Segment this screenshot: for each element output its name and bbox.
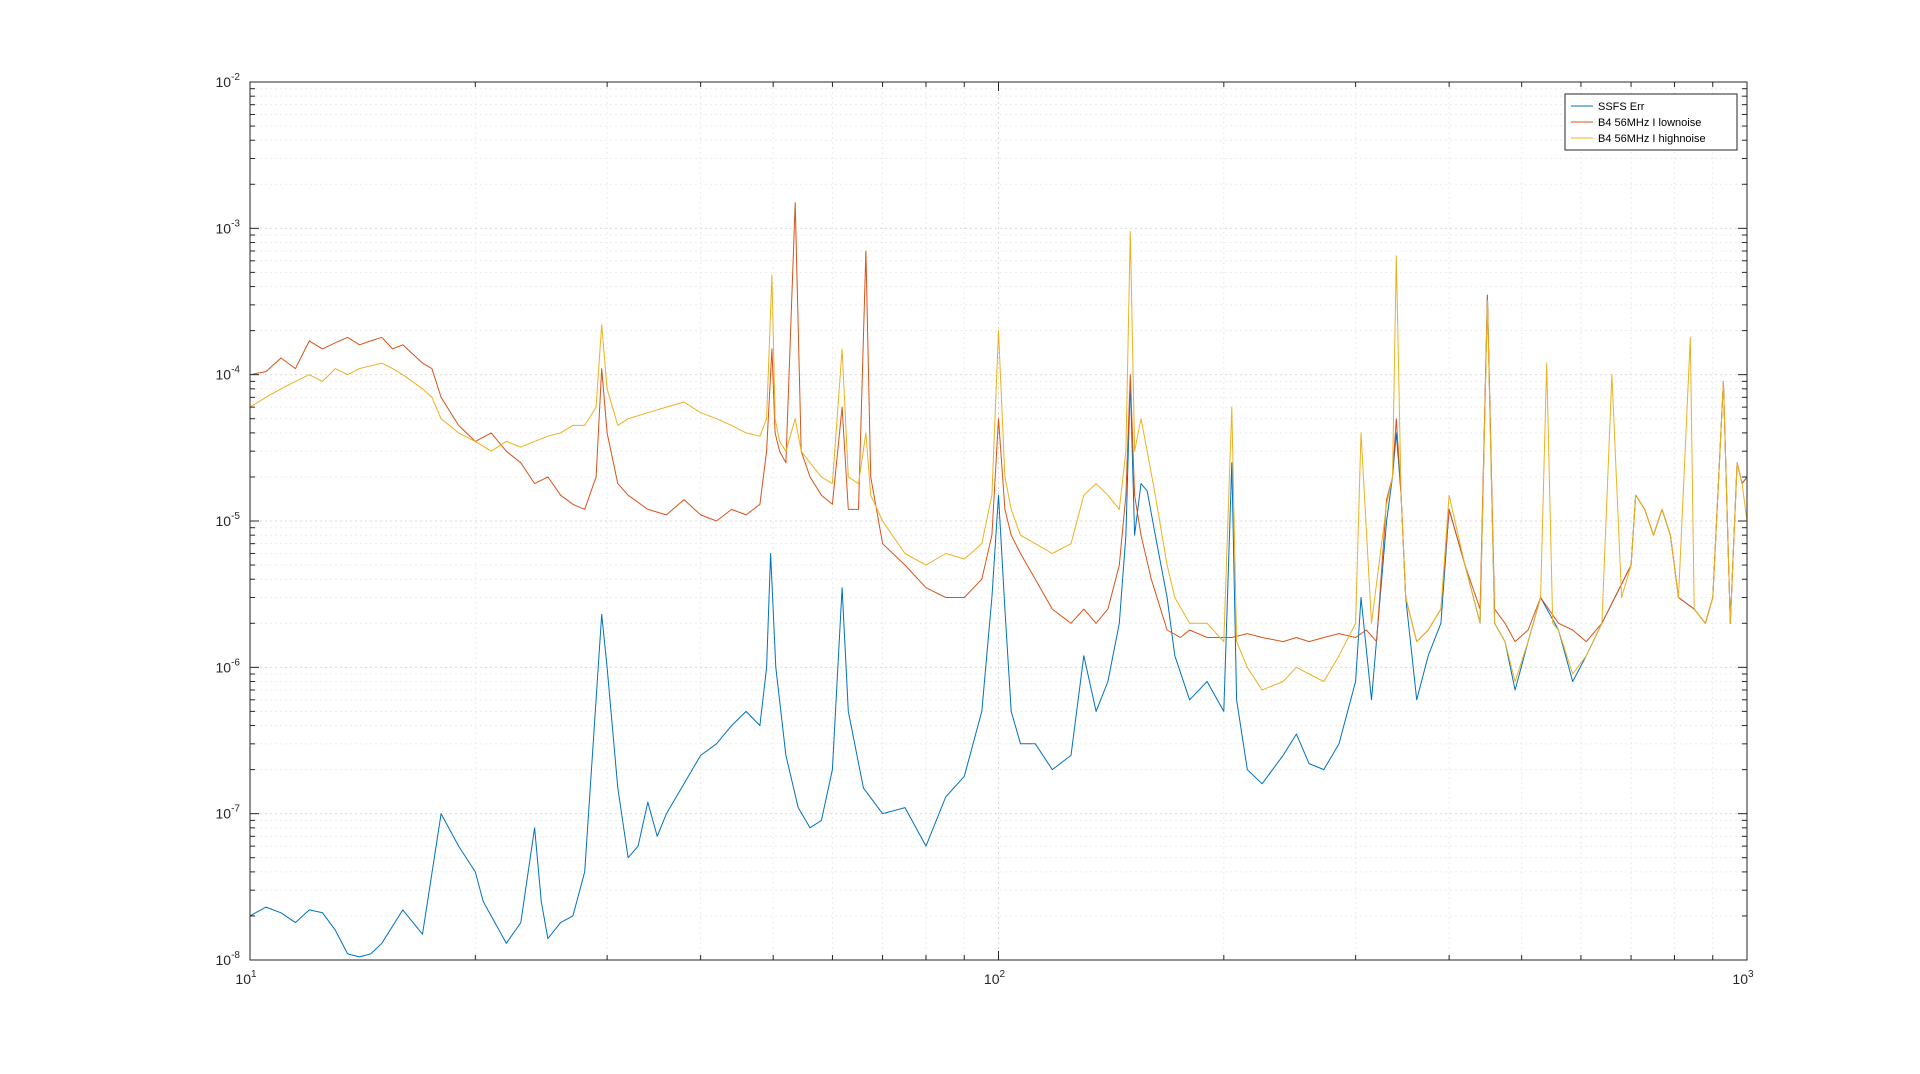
x-tick-label: 101 xyxy=(235,969,257,987)
ticks xyxy=(249,82,1747,961)
x-tick-labels: 101 102 103 xyxy=(235,969,1754,987)
y-tick-labels: 10-810-710-610-510-410-310-2 xyxy=(216,72,241,968)
y-tick-label: 10-8 xyxy=(216,950,241,968)
legend-box xyxy=(1564,93,1738,151)
legend-label: B4 56MHz I highnoise xyxy=(1598,133,1706,145)
grid xyxy=(250,82,1747,960)
y-tick-label: 10-6 xyxy=(216,657,241,675)
x-tick-label-base: 10 xyxy=(984,971,1000,987)
y-tick-label-base: 10 xyxy=(216,513,232,529)
x-tick-label-exponent: 3 xyxy=(1748,969,1754,980)
y-tick-label: 10-5 xyxy=(216,511,241,529)
x-tick-label: 102 xyxy=(984,969,1006,987)
y-tick-label: 10-4 xyxy=(216,365,241,383)
y-tick-label-base: 10 xyxy=(216,220,232,236)
y-tick-label-base: 10 xyxy=(216,74,232,90)
y-tick-label-exponent: -3 xyxy=(231,218,240,229)
y-tick-label-exponent: -8 xyxy=(231,950,240,961)
y-tick-label-exponent: -6 xyxy=(231,657,240,668)
series-line-1 xyxy=(249,294,1748,958)
series-line-3 xyxy=(249,231,1748,691)
y-tick-label-base: 10 xyxy=(216,367,232,383)
x-tick-label-base: 10 xyxy=(235,971,251,987)
legend: SSFS Err B4 56MHz I lownoise B4 56MHz I hi… xyxy=(1564,93,1738,151)
y-tick-label-base: 10 xyxy=(216,806,232,822)
y-tick-label-base: 10 xyxy=(216,952,232,968)
y-tick-label: 10-2 xyxy=(216,72,241,90)
x-tick-label-base: 10 xyxy=(1732,971,1748,987)
y-tick-label-exponent: -5 xyxy=(231,511,240,522)
series-line-2 xyxy=(249,202,1748,643)
x-tick-label-exponent: 1 xyxy=(251,969,257,980)
x-tick-label: 103 xyxy=(1732,969,1754,987)
y-tick-label: 10-7 xyxy=(216,804,241,822)
y-tick-label-exponent: -2 xyxy=(231,72,240,83)
series-group xyxy=(249,202,1748,958)
y-tick-label-base: 10 xyxy=(216,659,232,675)
legend-label: B4 56MHz I lownoise xyxy=(1598,117,1701,129)
y-tick-label-exponent: -4 xyxy=(231,365,240,376)
x-tick-label-exponent: 2 xyxy=(1000,969,1006,980)
y-tick-label-exponent: -7 xyxy=(231,804,240,815)
legend-label: SSFS Err xyxy=(1598,101,1645,113)
y-tick-label: 10-3 xyxy=(216,218,241,236)
